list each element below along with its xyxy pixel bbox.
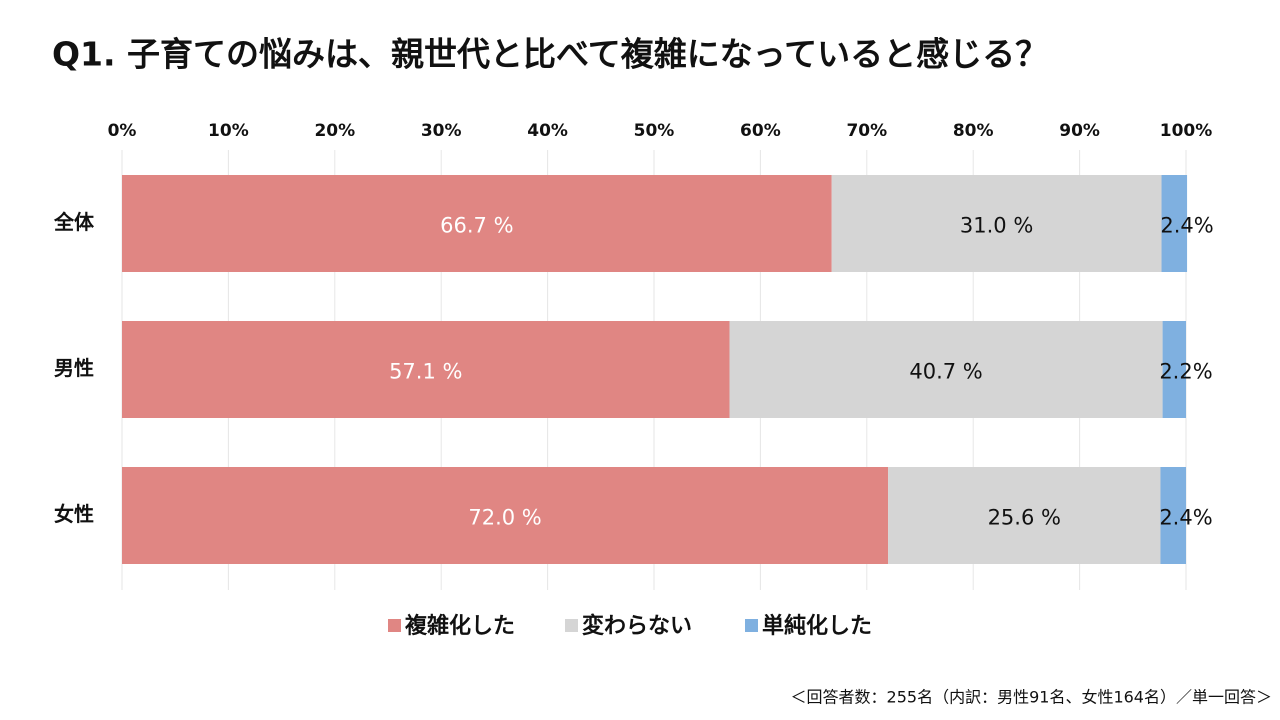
value-label: 25.6 % <box>988 506 1061 530</box>
x-tick-label: 90% <box>1059 121 1100 141</box>
x-tick-label: 40% <box>527 121 568 141</box>
value-label: 40.7 % <box>909 360 982 384</box>
bar-segment <box>1161 175 1188 272</box>
x-tick-label: 80% <box>953 121 994 141</box>
bar-segment <box>888 467 1161 564</box>
x-tick-label: 20% <box>314 121 355 141</box>
value-label: 2.4% <box>1160 214 1213 238</box>
x-tick-label: 30% <box>421 121 462 141</box>
y-tick-label: 女性 <box>54 502 94 526</box>
legend-label: 変わらない <box>582 613 692 639</box>
bar-segment <box>122 467 889 564</box>
legend-label: 複雑化した <box>405 613 515 639</box>
value-label: 72.0 % <box>468 506 541 530</box>
value-label: 2.4% <box>1159 506 1212 530</box>
x-tick-label: 60% <box>740 121 781 141</box>
bar-segment <box>122 321 730 418</box>
bar-segment <box>729 321 1163 418</box>
y-tick-label: 男性 <box>54 356 94 380</box>
legend-swatch <box>565 619 578 632</box>
x-tick-label: 100% <box>1160 121 1213 141</box>
value-label: 2.2% <box>1159 360 1212 384</box>
legend-label: 単純化した <box>762 613 872 639</box>
footnote: ＜回答者数：255名（内訳：男性91名、女性164名）／単一回答＞ <box>791 688 1272 707</box>
y-tick-label: 全体 <box>53 210 95 234</box>
value-label: 66.7 % <box>440 214 513 238</box>
x-tick-label: 0% <box>108 121 137 141</box>
bar-segment <box>831 175 1162 272</box>
x-tick-label: 10% <box>208 121 249 141</box>
legend-swatch <box>745 619 758 632</box>
chart-title: Q1. 子育ての悩みは、親世代と比べて複雑になっていると感じる？ <box>52 35 1048 74</box>
bar-segment <box>122 175 832 272</box>
bar-segment <box>1160 467 1186 564</box>
value-label: 57.1 % <box>389 360 462 384</box>
value-label: 31.0 % <box>960 214 1033 238</box>
legend-swatch <box>388 619 401 632</box>
x-tick-label: 70% <box>846 121 887 141</box>
x-tick-label: 50% <box>634 121 675 141</box>
bar-segment <box>1162 321 1186 418</box>
